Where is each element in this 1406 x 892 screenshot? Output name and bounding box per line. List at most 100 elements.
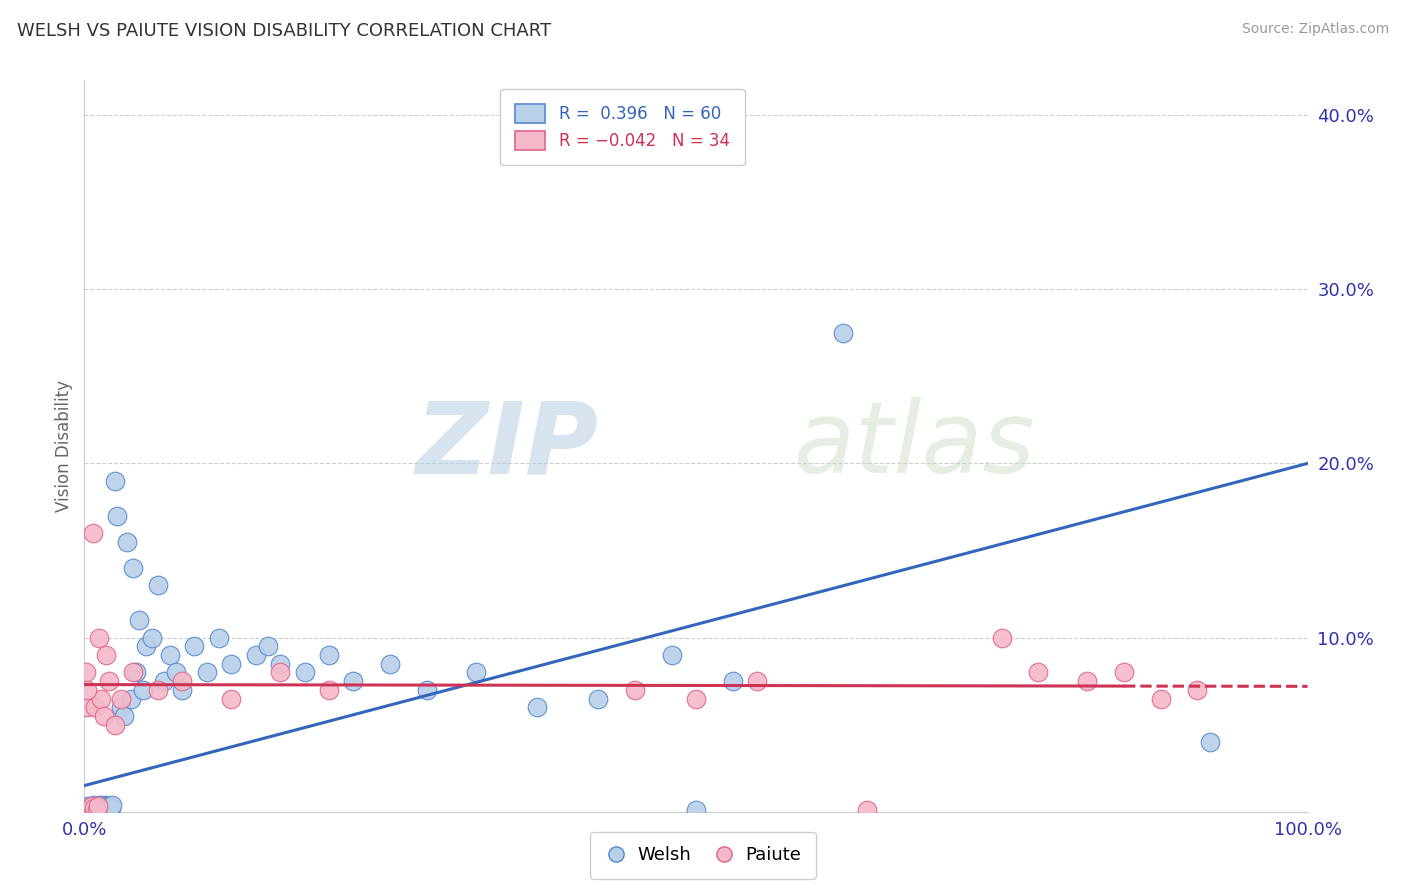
- Point: [135, 640, 157, 654]
- Point: [97, 803, 120, 817]
- Point: [87, 799, 110, 814]
- Point: [1198, 735, 1220, 749]
- Point: [89, 797, 111, 812]
- Point: [146, 682, 169, 697]
- Point: [79, 803, 101, 817]
- Point: [125, 665, 148, 680]
- Point: [685, 691, 707, 706]
- Point: [91, 799, 114, 814]
- Point: [87, 631, 110, 645]
- Point: [80, 799, 103, 814]
- Point: [318, 648, 340, 662]
- Point: [104, 717, 127, 731]
- Point: [219, 657, 242, 671]
- Point: [84, 803, 107, 817]
- Point: [1028, 665, 1050, 680]
- Point: [101, 797, 124, 812]
- Point: [208, 631, 231, 645]
- Point: [96, 648, 118, 662]
- Point: [146, 578, 169, 592]
- Point: [122, 561, 145, 575]
- Point: [115, 534, 138, 549]
- Text: atlas: atlas: [794, 398, 1035, 494]
- Point: [86, 803, 108, 817]
- Point: [97, 801, 120, 815]
- Point: [86, 801, 108, 815]
- Point: [96, 799, 118, 814]
- Legend: Welsh, Paiute: Welsh, Paiute: [591, 831, 815, 879]
- Point: [159, 648, 181, 662]
- Point: [75, 665, 97, 680]
- Point: [661, 648, 683, 662]
- Point: [112, 709, 135, 723]
- Point: [77, 799, 100, 814]
- Point: [128, 613, 150, 627]
- Point: [90, 691, 112, 706]
- Point: [1187, 682, 1209, 697]
- Y-axis label: Vision Disability: Vision Disability: [55, 380, 73, 512]
- Point: [141, 631, 163, 645]
- Point: [245, 648, 267, 662]
- Point: [464, 665, 486, 680]
- Point: [93, 709, 115, 723]
- Point: [257, 640, 280, 654]
- Legend: R =  0.396   N = 60, R = −0.042   N = 34: R = 0.396 N = 60, R = −0.042 N = 34: [501, 88, 745, 165]
- Point: [75, 801, 97, 815]
- Point: [82, 801, 104, 815]
- Text: Source: ZipAtlas.com: Source: ZipAtlas.com: [1241, 22, 1389, 37]
- Point: [110, 691, 132, 706]
- Point: [1150, 691, 1173, 706]
- Point: [195, 665, 218, 680]
- Point: [856, 803, 879, 817]
- Point: [132, 682, 155, 697]
- Point: [165, 665, 187, 680]
- Point: [83, 797, 105, 812]
- Point: [172, 674, 194, 689]
- Point: [98, 799, 121, 814]
- Point: [97, 674, 120, 689]
- Point: [93, 803, 115, 817]
- Point: [90, 801, 112, 815]
- Point: [685, 803, 707, 817]
- Point: [110, 700, 132, 714]
- Point: [342, 674, 364, 689]
- Point: [84, 700, 107, 714]
- Point: [747, 674, 769, 689]
- Point: [104, 474, 127, 488]
- Point: [82, 526, 104, 541]
- Point: [77, 803, 100, 817]
- Point: [100, 801, 122, 815]
- Point: [76, 682, 98, 697]
- Point: [77, 801, 100, 815]
- Point: [76, 803, 98, 817]
- Point: [831, 326, 853, 340]
- Point: [87, 799, 110, 814]
- Point: [76, 700, 98, 714]
- Text: ZIP: ZIP: [415, 398, 598, 494]
- Point: [318, 682, 340, 697]
- Point: [153, 674, 176, 689]
- Point: [269, 657, 291, 671]
- Point: [172, 682, 194, 697]
- Point: [79, 801, 101, 815]
- Point: [80, 799, 103, 814]
- Point: [1076, 674, 1098, 689]
- Point: [294, 665, 316, 680]
- Point: [586, 691, 609, 706]
- Point: [526, 700, 548, 714]
- Point: [94, 797, 117, 812]
- Point: [122, 665, 145, 680]
- Point: [120, 691, 142, 706]
- Point: [624, 682, 647, 697]
- Point: [183, 640, 205, 654]
- Point: [219, 691, 242, 706]
- Point: [721, 674, 744, 689]
- Point: [991, 631, 1014, 645]
- Point: [87, 803, 110, 817]
- Point: [416, 682, 439, 697]
- Point: [380, 657, 402, 671]
- Point: [83, 801, 105, 815]
- Point: [269, 665, 291, 680]
- Point: [1114, 665, 1136, 680]
- Text: WELSH VS PAIUTE VISION DISABILITY CORRELATION CHART: WELSH VS PAIUTE VISION DISABILITY CORREL…: [17, 22, 551, 40]
